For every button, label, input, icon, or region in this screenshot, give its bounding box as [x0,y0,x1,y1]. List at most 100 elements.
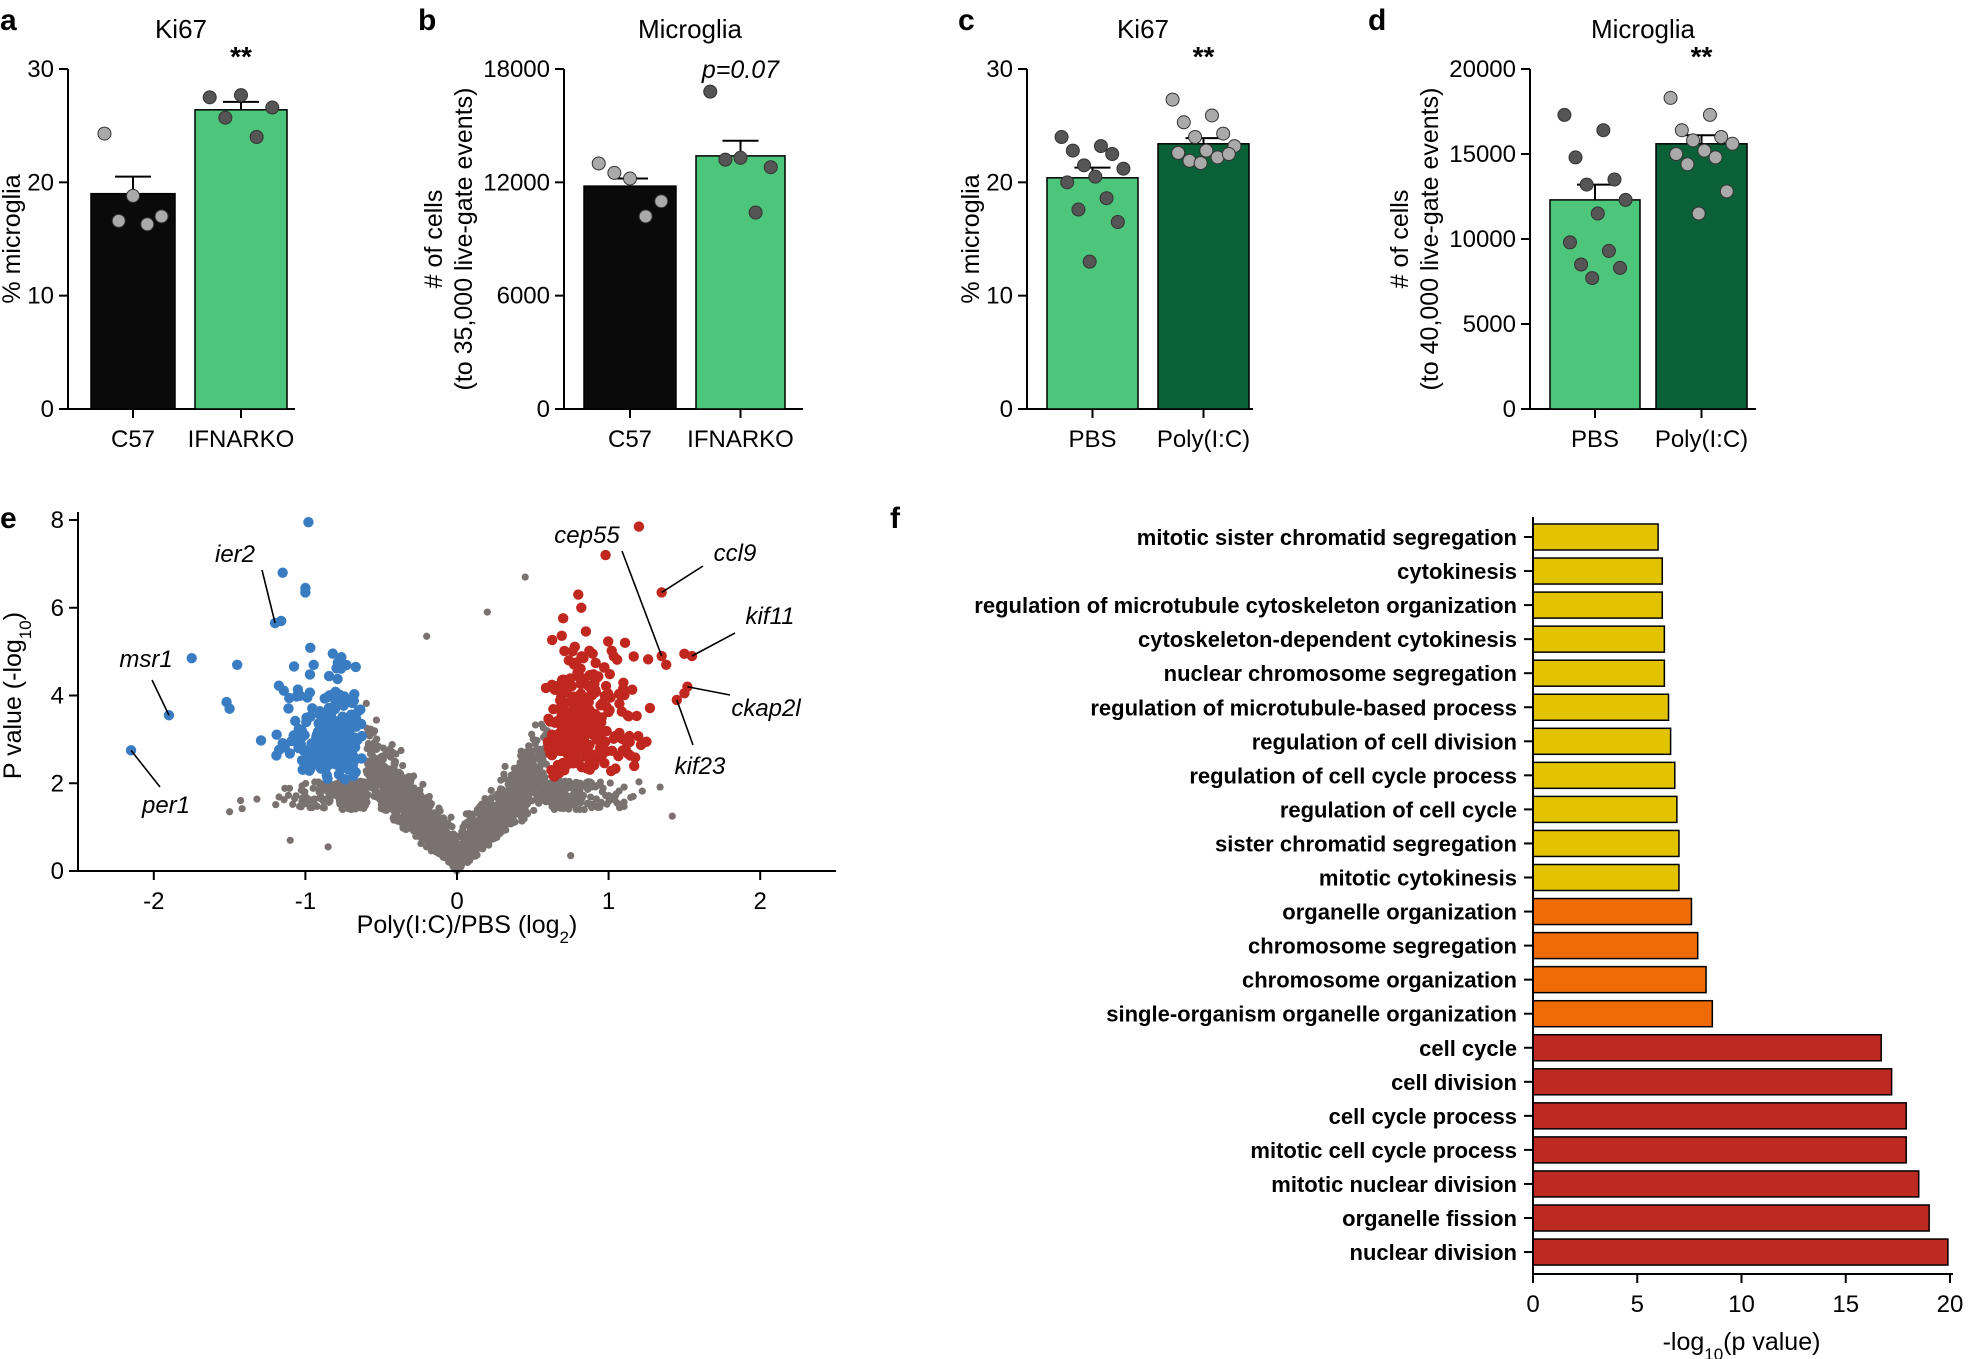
panel-f-term-label: cytokinesis [1397,559,1517,584]
panel-d-data-point [1601,243,1616,258]
panel-e-point-ns [591,783,600,791]
panel-c-data-point [1176,115,1191,130]
panel-d-data-point [1607,172,1622,187]
panel-e-point-down [349,714,361,725]
panel-e-point-down [273,680,285,691]
panel-e-point-ns [483,608,491,616]
panel-e-point-ns [453,864,462,872]
panel-e-point-ns [408,807,416,815]
panel-e-point-up [628,651,639,662]
panel-e-point-ns [470,825,478,833]
panel-e-point-ns [500,770,508,778]
panel-e-point-ns [532,753,541,761]
panel-e-point-ns [535,780,543,789]
panel-e-label-leader [130,749,161,788]
panel-e-point-down [340,696,352,707]
panel-b-p-value: p=0.07 [701,56,780,84]
panel-e-point-ns [656,783,664,791]
panel-e-point-ns [479,819,487,827]
panel-e-point-ns [314,778,323,786]
panel-b-x-tick-label: IFNARKO [687,426,794,453]
panel-f-x-tick-label: 10 [1728,1291,1755,1318]
panel-e-point-up [595,700,606,711]
panel-e-point-ns [444,819,452,827]
panel-e-point-down [271,729,282,740]
panel-e-point-ns [281,784,289,792]
panel-f-term-label: chromosome organization [1242,968,1517,993]
panel-e-point-up [679,648,690,660]
panel-e-gene-label-kif11: kif11 [746,603,795,630]
panel-e-point-ns [496,829,504,838]
panel-f-bar [1532,1238,1949,1266]
panel-f-bar [1532,897,1693,926]
panel-e-point-up [566,737,578,749]
panel-letter-e: e [0,502,17,535]
panel-e-point-ns [379,744,387,752]
panel-e-point-ns [523,748,531,756]
panel-e-point-up [569,713,581,724]
panel-c-data-point [1060,175,1075,190]
panel-a-bar [194,109,288,410]
panel-f-x-tick-label: 20 [1937,1291,1964,1318]
panel-e-point-ns [627,793,635,802]
panel-e-point-down [284,748,296,759]
panel-e-point-down [304,669,316,680]
panel-e-point-ns [503,820,511,828]
panel-e-point-ns [392,750,400,758]
panel-e-point-up [627,684,638,695]
panel-e-point-ns [488,815,496,823]
panel-d-y-label: # of cells [1386,190,1414,289]
panel-e-gene-label-cep55: cep55 [554,522,620,549]
panel-f-bar [1532,659,1666,687]
panel-c-bar-chart: Ki67 0 10 20 30 % microglia PBS Poly(I:C) ** [957,14,1253,453]
panel-e-point-ns [397,746,405,755]
panel-f-bar [1532,931,1699,960]
panel-e-point-ns [381,791,389,799]
panel-e-point-down [301,746,313,757]
panel-d-significance: ** [1691,41,1713,72]
panel-e-point-down [343,725,354,736]
panel-e-point-ns [421,795,429,803]
panel-f-bar [1532,795,1678,824]
panel-f-term-label: mitotic cell cycle process [1250,1138,1517,1163]
panel-e-point-ns [599,784,607,792]
panel-b-data-point [654,194,669,209]
panel-e-point-down [300,587,311,598]
panel-e-point-ns [425,805,433,813]
panel-e-gene-label-ckap2l: ckap2l [731,695,801,722]
panel-f-term-label: nuclear division [1350,1240,1518,1265]
panel-e-point-up [561,678,573,690]
panel-e-point-ns [419,780,427,788]
panel-e-point-down [283,703,294,714]
panel-e-point-up [556,762,567,774]
panel-d-y-tick-label: 15000 [1449,141,1516,168]
panel-e-point-up [619,689,630,701]
panel-f-term-label: mitotic sister chromatid segregation [1137,525,1517,550]
panel-f-bar [1532,625,1666,653]
panel-e-point-ns [504,786,512,794]
panel-e-point-ns [315,788,323,796]
panel-f-bar [1532,863,1680,892]
panel-e-point-ns [445,853,453,861]
panel-e-point-down [308,659,319,671]
panel-e-point-ns [376,754,384,762]
panel-c-data-point [1054,130,1069,144]
panel-e-point-down [330,695,341,707]
panel-e-point-ns [291,794,299,803]
panel-e-label-leader [687,685,731,696]
panel-e-point-ns [320,804,328,812]
panel-b-data-point [638,209,653,224]
panel-e-point-up [633,521,645,532]
panel-e-point-ns [386,752,394,761]
panel-e-point-ns [275,793,283,801]
panel-e-point-ns [620,802,628,811]
panel-b-bar [695,155,786,410]
panel-d-data-point [1702,107,1717,122]
panel-e-point-ns [391,757,399,765]
panel-e-point-ns [513,782,521,790]
panel-e-point-up [641,736,652,747]
panel-a-y-tick-label: 30 [27,56,54,83]
panel-c-significance: ** [1193,41,1215,72]
panel-f-bar [1532,523,1659,551]
panel-e-point-up [629,760,640,772]
